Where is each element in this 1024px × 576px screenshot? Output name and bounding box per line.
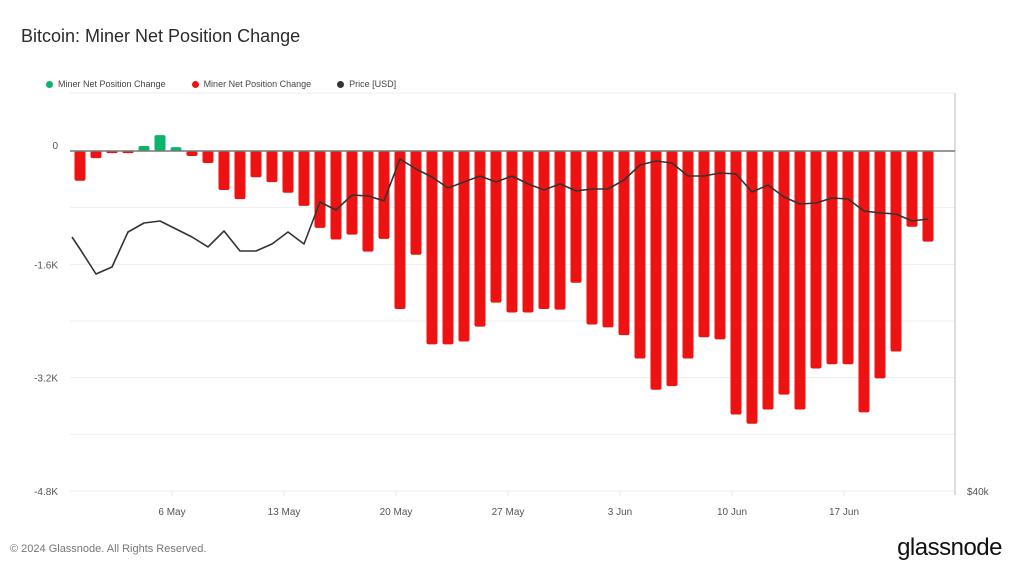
bar-negative (426, 151, 438, 345)
bar-negative (90, 151, 102, 159)
bar-negative (874, 151, 886, 379)
bar-negative (538, 151, 550, 309)
bar-negative (602, 151, 614, 328)
legend-label: Miner Net Position Change (203, 79, 312, 89)
bar-positive (154, 135, 166, 151)
bar-negative (890, 151, 902, 352)
y-tick-label: 0 (52, 141, 58, 152)
bar-negative (234, 151, 246, 200)
legend-dot-green (46, 80, 53, 88)
bar-negative (186, 151, 198, 156)
bar-negative (378, 151, 390, 239)
legend-item-negative[interactable]: Miner Net Position Change (191, 79, 312, 89)
bar-negative (714, 151, 726, 340)
bar-negative (410, 151, 422, 255)
x-tick-label: 6 May (158, 507, 185, 518)
y2-tick-label: $40k (967, 487, 990, 498)
bar-negative (346, 151, 358, 235)
bar-negative (282, 151, 294, 193)
bar-negative (314, 151, 326, 228)
bar-negative (458, 151, 470, 342)
bar-negative (922, 151, 934, 242)
legend-dot-black (337, 80, 345, 88)
bar-negative (250, 151, 262, 178)
bar-positive (138, 146, 150, 151)
x-tick-label: 20 May (380, 507, 413, 518)
bar-negative (522, 151, 534, 313)
x-tick-label: 3 Jun (608, 507, 632, 518)
glassnode-logo: glassnode (897, 534, 1002, 561)
legend-item-positive[interactable]: Miner Net Position Change (46, 79, 166, 89)
x-tick-label: 13 May (268, 507, 301, 518)
x-tick-label: 27 May (492, 507, 525, 518)
bar-negative (394, 151, 406, 309)
copyright: © 2024 Glassnode. All Rights Reserved. (10, 543, 207, 555)
bar-negative (634, 151, 646, 359)
bar-negative (682, 151, 694, 359)
x-tick-label: 17 Jun (829, 507, 859, 518)
legend-label: Price [USD] (349, 79, 397, 89)
bar-negative (586, 151, 598, 325)
bar-negative (842, 151, 854, 365)
x-tick-label: 10 Jun (717, 507, 747, 518)
y-tick-label: -1.6K (34, 260, 58, 271)
bar-negative (362, 151, 374, 252)
bar-negative (810, 151, 822, 369)
bar-negative (618, 151, 630, 336)
bar-negative (778, 151, 790, 395)
bar-negative (490, 151, 502, 303)
bar-negative (442, 151, 454, 345)
legend-item-price[interactable]: Price [USD] (337, 79, 396, 89)
bar-negative (474, 151, 486, 327)
bar-negative (298, 151, 310, 206)
bar-negative (266, 151, 278, 183)
bar-negative (906, 151, 918, 227)
bar-negative (218, 151, 230, 190)
bar-negative (858, 151, 870, 413)
legend-label: Miner Net Position Change (58, 79, 166, 89)
bar-negative (330, 151, 342, 240)
bar-negative (666, 151, 678, 387)
bar-negative (746, 151, 758, 424)
bar-negative (202, 151, 214, 164)
bar-negative (74, 151, 86, 181)
bar-negative (554, 151, 566, 310)
bar-negative (698, 151, 710, 338)
bar-positive (170, 147, 182, 151)
bar-negative (506, 151, 518, 313)
bar-negative (730, 151, 742, 415)
y-tick-label: -3.2K (34, 374, 58, 385)
legend-dot-red (191, 80, 199, 88)
y-tick-label: -4.8K (34, 487, 58, 498)
bar-negative (826, 151, 838, 365)
bar-negative (762, 151, 774, 410)
bar-negative (570, 151, 582, 283)
legend: Miner Net Position Change Miner Net Posi… (46, 79, 396, 89)
price-line (71, 158, 929, 275)
bar-negative (794, 151, 806, 410)
chart-title: Bitcoin: Miner Net Position Change (21, 26, 301, 46)
bar-negative (650, 151, 662, 390)
